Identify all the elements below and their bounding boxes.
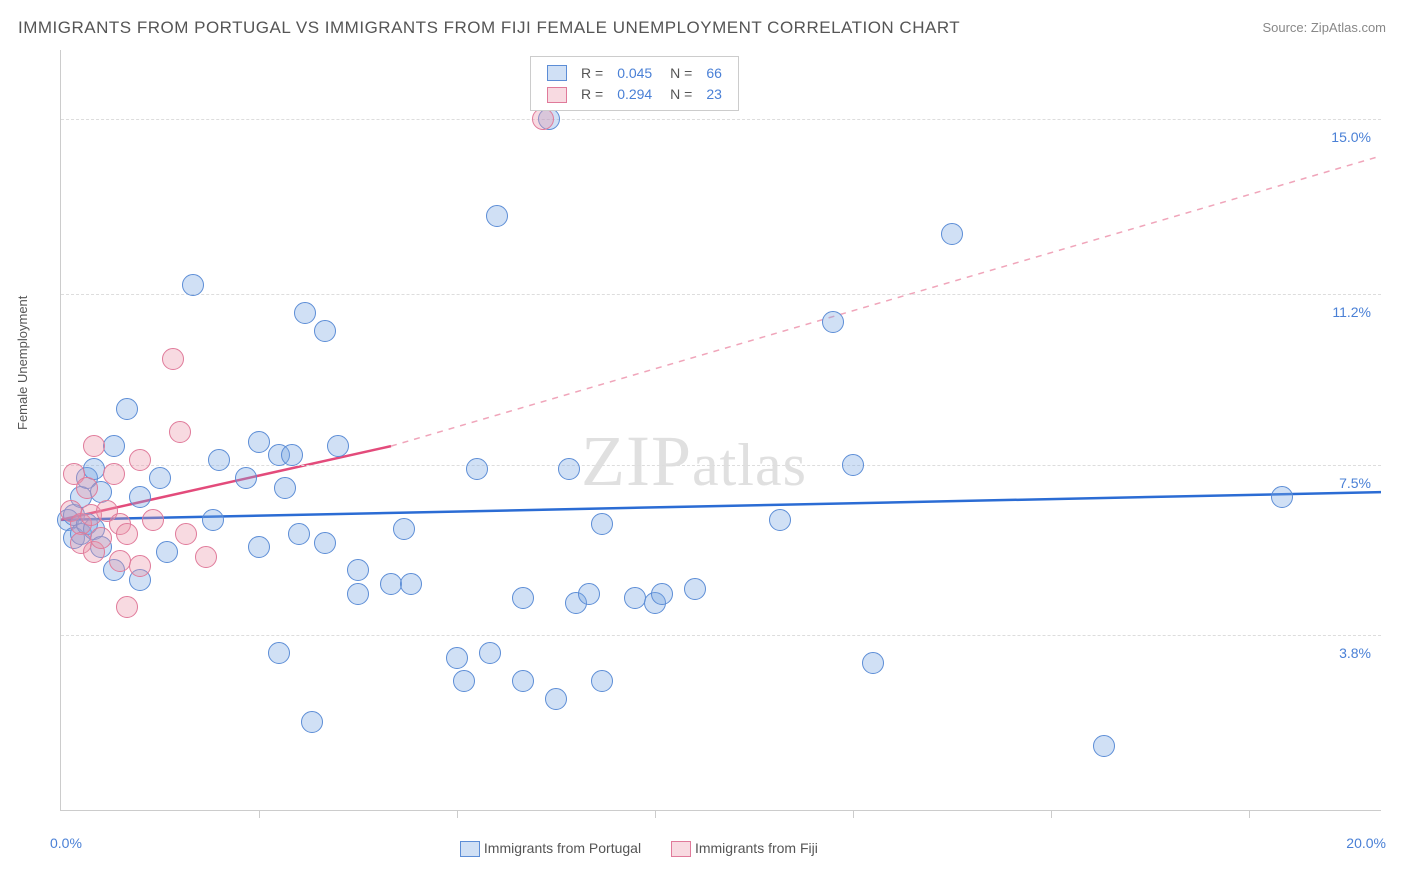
scatter-point bbox=[116, 523, 138, 545]
x-tick bbox=[259, 810, 260, 818]
scatter-point bbox=[274, 477, 296, 499]
scatter-point bbox=[169, 421, 191, 443]
scatter-point bbox=[248, 431, 270, 453]
scatter-point bbox=[314, 532, 336, 554]
x-tick bbox=[1249, 810, 1250, 818]
scatter-point bbox=[109, 550, 131, 572]
scatter-point bbox=[208, 449, 230, 471]
scatter-point bbox=[380, 573, 402, 595]
scatter-point bbox=[116, 398, 138, 420]
legend-item: Immigrants from Fiji bbox=[671, 840, 818, 856]
scatter-point bbox=[301, 711, 323, 733]
scatter-point bbox=[202, 509, 224, 531]
scatter-point bbox=[532, 108, 554, 130]
scatter-point bbox=[268, 642, 290, 664]
x-axis-max-label: 20.0% bbox=[1346, 835, 1386, 851]
scatter-point bbox=[103, 463, 125, 485]
scatter-point bbox=[347, 559, 369, 581]
scatter-point bbox=[76, 477, 98, 499]
scatter-point bbox=[116, 596, 138, 618]
gridline bbox=[61, 635, 1381, 636]
scatter-point bbox=[453, 670, 475, 692]
scatter-point bbox=[281, 444, 303, 466]
x-axis-min-label: 0.0% bbox=[50, 835, 82, 851]
scatter-point bbox=[248, 536, 270, 558]
scatter-point bbox=[842, 454, 864, 476]
scatter-point bbox=[182, 274, 204, 296]
trend-line bbox=[391, 156, 1381, 446]
scatter-point bbox=[288, 523, 310, 545]
scatter-point bbox=[512, 670, 534, 692]
scatter-point bbox=[162, 348, 184, 370]
correlation-legend: R =0.045 N =66 R =0.294 N =23 bbox=[530, 56, 739, 111]
y-tick-label: 7.5% bbox=[1339, 475, 1371, 491]
legend-label: Immigrants from Portugal bbox=[484, 840, 641, 856]
scatter-point bbox=[314, 320, 336, 342]
scatter-point bbox=[466, 458, 488, 480]
gridline bbox=[61, 465, 1381, 466]
watermark: ZIPatlas bbox=[581, 420, 807, 503]
source-label: Source: ZipAtlas.com bbox=[1262, 20, 1386, 35]
scatter-point bbox=[294, 302, 316, 324]
scatter-point bbox=[479, 642, 501, 664]
chart-title: IMMIGRANTS FROM PORTUGAL VS IMMIGRANTS F… bbox=[18, 18, 960, 38]
scatter-point bbox=[327, 435, 349, 457]
legend-swatch bbox=[547, 65, 567, 81]
legend-row: R =0.294 N =23 bbox=[541, 84, 728, 103]
y-tick-label: 15.0% bbox=[1331, 129, 1371, 145]
scatter-point bbox=[578, 583, 600, 605]
y-axis-label: Female Unemployment bbox=[15, 296, 30, 430]
scatter-point bbox=[149, 467, 171, 489]
scatter-point bbox=[651, 583, 673, 605]
scatter-point bbox=[512, 587, 534, 609]
scatter-point bbox=[235, 467, 257, 489]
legend-label: Immigrants from Fiji bbox=[695, 840, 818, 856]
scatter-point bbox=[862, 652, 884, 674]
scatter-point bbox=[624, 587, 646, 609]
scatter-point bbox=[591, 513, 613, 535]
scatter-point bbox=[347, 583, 369, 605]
legend-swatch bbox=[671, 841, 691, 857]
scatter-point bbox=[1093, 735, 1115, 757]
scatter-point bbox=[591, 670, 613, 692]
scatter-point bbox=[90, 527, 112, 549]
scatter-point bbox=[129, 449, 151, 471]
scatter-point bbox=[1271, 486, 1293, 508]
legend-swatch bbox=[547, 87, 567, 103]
scatter-point bbox=[684, 578, 706, 600]
legend-swatch bbox=[460, 841, 480, 857]
scatter-point bbox=[769, 509, 791, 531]
scatter-point bbox=[129, 555, 151, 577]
scatter-point bbox=[400, 573, 422, 595]
y-tick-label: 11.2% bbox=[1332, 304, 1371, 320]
y-tick-label: 3.8% bbox=[1339, 645, 1371, 661]
series-legend: Immigrants from Portugal Immigrants from… bbox=[460, 840, 848, 857]
scatter-point bbox=[195, 546, 217, 568]
gridline bbox=[61, 294, 1381, 295]
chart-container: IMMIGRANTS FROM PORTUGAL VS IMMIGRANTS F… bbox=[0, 0, 1406, 892]
x-tick bbox=[457, 810, 458, 818]
scatter-point bbox=[446, 647, 468, 669]
legend-item: Immigrants from Portugal bbox=[460, 840, 641, 856]
scatter-point bbox=[941, 223, 963, 245]
scatter-point bbox=[545, 688, 567, 710]
scatter-point bbox=[175, 523, 197, 545]
x-tick bbox=[1051, 810, 1052, 818]
legend-row: R =0.045 N =66 bbox=[541, 63, 728, 82]
scatter-point bbox=[129, 486, 151, 508]
scatter-point bbox=[103, 435, 125, 457]
watermark-zip: ZIP bbox=[581, 421, 692, 501]
x-tick bbox=[655, 810, 656, 818]
scatter-point bbox=[558, 458, 580, 480]
x-tick bbox=[853, 810, 854, 818]
scatter-point bbox=[822, 311, 844, 333]
scatter-point bbox=[142, 509, 164, 531]
scatter-point bbox=[393, 518, 415, 540]
gridline bbox=[61, 119, 1381, 120]
plot-area: ZIPatlas 3.8% 7.5% 11.2% 15.0% bbox=[60, 50, 1381, 811]
scatter-point bbox=[156, 541, 178, 563]
correlation-table: R =0.045 N =66 R =0.294 N =23 bbox=[539, 61, 730, 106]
scatter-point bbox=[83, 435, 105, 457]
scatter-point bbox=[486, 205, 508, 227]
